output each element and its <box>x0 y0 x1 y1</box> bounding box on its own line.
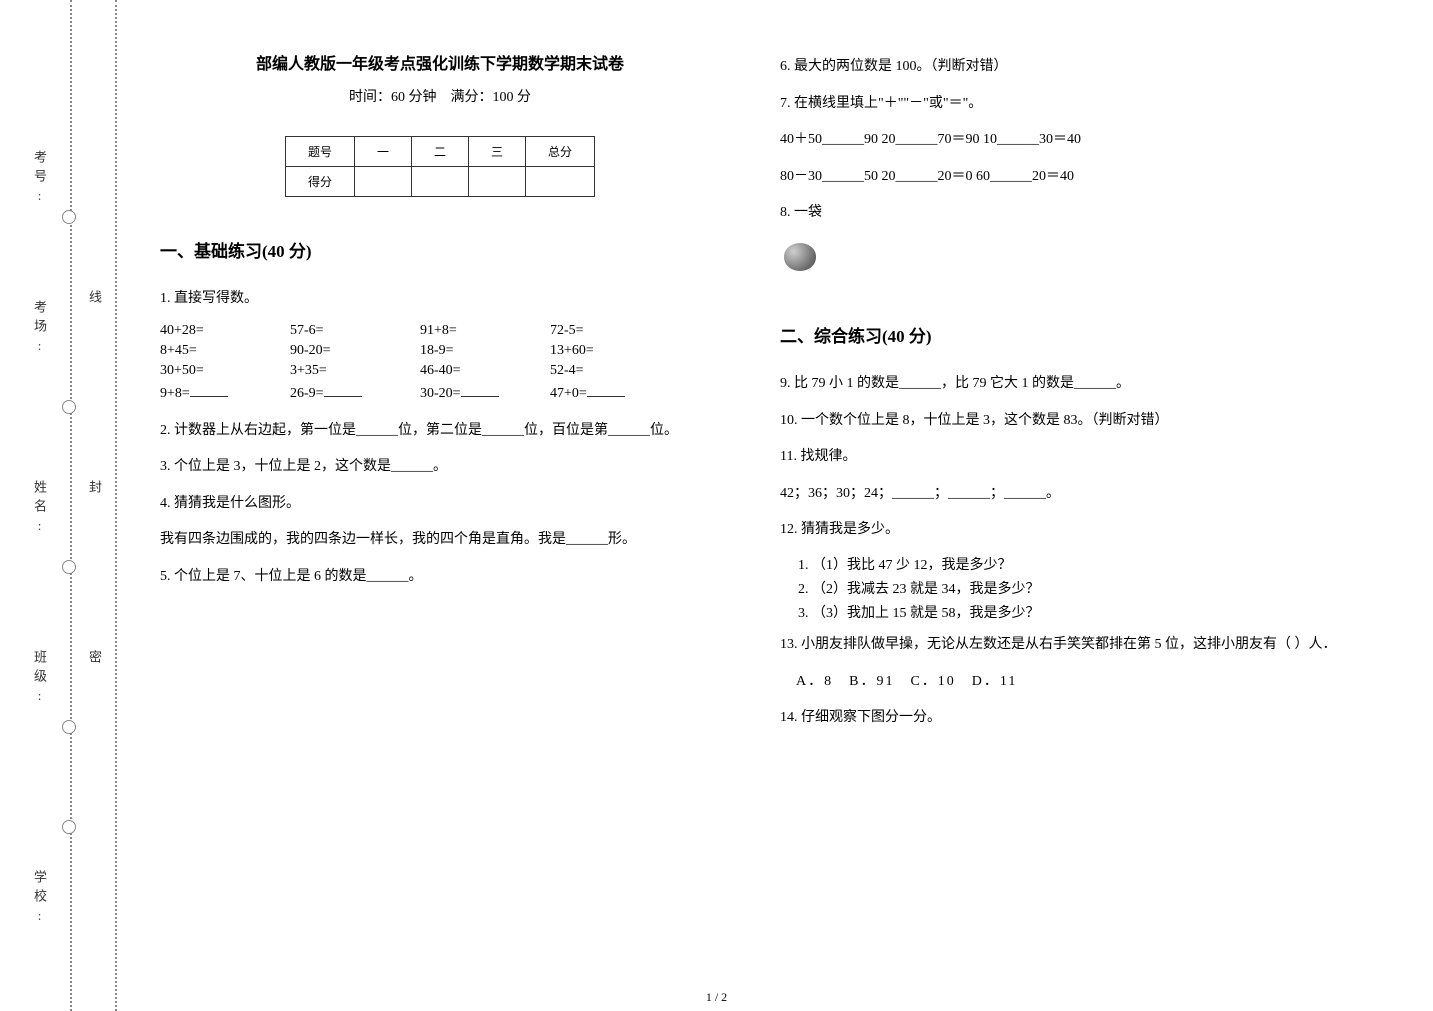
q11-stem: 11. 找规律。 <box>780 444 1340 471</box>
binding-circle <box>62 720 76 734</box>
q12-sublist: （1）我比 47 少 12，我是多少？ （2）我减去 23 就是 34，我是多少… <box>812 554 1340 622</box>
score-table: 题号 一 二 三 总分 得分 <box>285 136 595 197</box>
binding-label-exam-number: 考号: <box>30 150 49 209</box>
arith-item: 3+35= <box>290 363 420 379</box>
q9: 9. 比 79 小 1 的数是______，比 79 它大 1 的数是_____… <box>780 371 1340 398</box>
scorebox-row-label: 得分 <box>285 167 354 197</box>
arith-item: 13+60= <box>550 343 680 359</box>
scorebox-cell <box>469 167 526 197</box>
binding-dotted-line-inner <box>70 0 72 1011</box>
arith-item: 72-5= <box>550 323 680 339</box>
column-right: 6. 最大的两位数是 100。（判断对错） 7. 在横线里填上"＋""－"或"＝… <box>780 20 1340 980</box>
arith-item: 57-6= <box>290 323 420 339</box>
scorebox-header: 总分 <box>526 137 595 167</box>
arith-item: 30-20= <box>420 383 550 402</box>
scorebox-cell <box>354 167 411 197</box>
binding-circle <box>62 820 76 834</box>
seal-label: 封 <box>85 480 104 495</box>
q13-stem: 13. 小朋友排队做早操，无论从左数还是从右手笑笑都排在第 5 位，这排小朋友有… <box>780 632 1340 659</box>
arith-item: 40+28= <box>160 323 290 339</box>
q4-stem: 4. 猜猜我是什么图形。 <box>160 491 720 518</box>
arith-item: 90-20= <box>290 343 420 359</box>
q4-body: 我有四条边围成的，我的四条边一样长，我的四个角是直角。我是______形。 <box>160 527 720 554</box>
section-1-heading: 一、基础练习(40 分) <box>160 237 720 262</box>
q13-choices: A．8 B．91 C．10 D．11 <box>796 669 1340 696</box>
q2: 2. 计数器上从右边起，第一位是______位，第二位是______位，百位是第… <box>160 418 720 445</box>
q12-stem: 12. 猜猜我是多少。 <box>780 517 1340 544</box>
section-2-heading: 二、综合练习(40 分) <box>780 322 1340 347</box>
q8: 8. 一袋 <box>780 200 1340 227</box>
binding-dotted-line-outer <box>115 0 117 1011</box>
arith-item: 9+8= <box>160 383 290 402</box>
exam-title: 部编人教版一年级考点强化训练下学期数学期末试卷 <box>160 50 720 74</box>
binding-circle <box>62 400 76 414</box>
binding-label-class: 班级: <box>30 650 49 709</box>
arith-item: 18-9= <box>420 343 550 359</box>
q3: 3. 个位上是 3，十位上是 2，这个数是______。 <box>160 454 720 481</box>
arith-item: 91+8= <box>420 323 550 339</box>
q12-sub: （2）我减去 23 就是 34，我是多少？ <box>812 578 1340 598</box>
exam-subtitle: 时间：60 分钟 满分：100 分 <box>160 86 720 106</box>
arith-item: 30+50= <box>160 363 290 379</box>
arith-item: 52-4= <box>550 363 680 379</box>
binding-circle <box>62 210 76 224</box>
binding-label-school: 学校: <box>30 870 49 929</box>
seal-label: 密 <box>85 650 104 665</box>
seal-label: 线 <box>85 290 104 305</box>
q12-sub: （3）我加上 15 就是 58，我是多少？ <box>812 602 1340 622</box>
binding-circle <box>62 560 76 574</box>
arith-item: 47+0= <box>550 383 680 402</box>
binding-label-exam-room: 考场: <box>30 300 49 359</box>
ball-icon <box>784 243 816 271</box>
q7-line1: 40＋50______90 20______70＝90 10______30＝4… <box>780 127 1340 154</box>
q11-body: 42；36；30；24；______；______；______。 <box>780 481 1340 508</box>
arith-item: 26-9= <box>290 383 420 402</box>
scorebox-header: 题号 <box>285 137 354 167</box>
q12-sub: （1）我比 47 少 12，我是多少？ <box>812 554 1340 574</box>
q1-arith-grid: 40+28= 57-6= 91+8= 72-5= 8+45= 90-20= 18… <box>160 323 720 402</box>
arith-item: 8+45= <box>160 343 290 359</box>
scorebox-cell <box>526 167 595 197</box>
q7-line2: 80－30______50 20______20＝0 60______20＝40 <box>780 164 1340 191</box>
q7-stem: 7. 在横线里填上"＋""－"或"＝"。 <box>780 91 1340 118</box>
arith-item: 46-40= <box>420 363 550 379</box>
q10: 10. 一个数个位上是 8，十位上是 3，这个数是 83。（判断对错） <box>780 408 1340 435</box>
scorebox-header: 一 <box>354 137 411 167</box>
q5: 5. 个位上是 7、十位上是 6 的数是______。 <box>160 564 720 591</box>
q6: 6. 最大的两位数是 100。（判断对错） <box>780 54 1340 81</box>
q14: 14. 仔细观察下图分一分。 <box>780 705 1340 732</box>
page-number: 1 / 2 <box>706 990 727 1005</box>
q1-stem: 1. 直接写得数。 <box>160 286 720 313</box>
scorebox-header: 三 <box>469 137 526 167</box>
scorebox-cell <box>411 167 468 197</box>
scorebox-header: 二 <box>411 137 468 167</box>
binding-label-name: 姓名: <box>30 480 49 539</box>
column-left: 部编人教版一年级考点强化训练下学期数学期末试卷 时间：60 分钟 满分：100 … <box>160 20 720 980</box>
page-content: 部编人教版一年级考点强化训练下学期数学期末试卷 时间：60 分钟 满分：100 … <box>160 20 1400 980</box>
